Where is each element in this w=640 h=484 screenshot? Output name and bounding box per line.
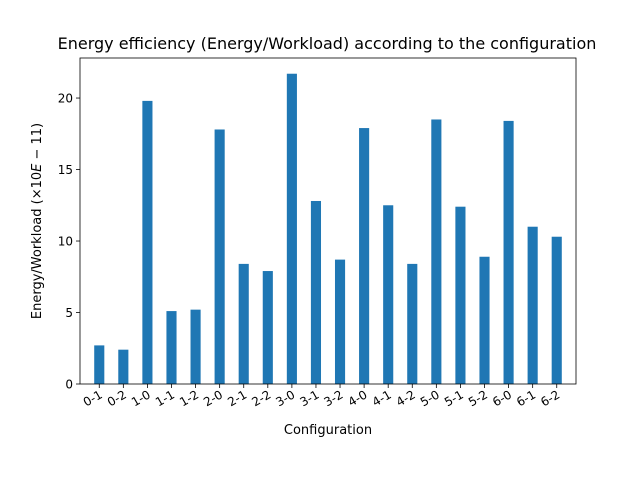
x-tick-label: 4-0 bbox=[346, 387, 370, 409]
x-axis-ticks: 0-1 0-2 1-0 1-1 1-2 2-0 2-1 2-2 3-0 3-1 3-2 4-0 4-1 4… bbox=[81, 384, 562, 409]
x-tick-label: 3-1 bbox=[297, 387, 321, 409]
bar-4-2 bbox=[407, 263, 418, 384]
y-axis-ticks: 0 5 10 15 20 bbox=[58, 92, 80, 392]
x-tick-label: 6-2 bbox=[538, 387, 562, 409]
x-tick-label: 4-1 bbox=[370, 387, 394, 409]
bar-0-1 bbox=[94, 345, 105, 384]
x-tick-label: 3-2 bbox=[322, 387, 346, 409]
x-axis-label: Configuration bbox=[284, 423, 372, 438]
x-tick-label: 0-2 bbox=[105, 387, 129, 409]
x-tick-label: 2-0 bbox=[201, 387, 225, 409]
y-axis-label-tail: − 11) bbox=[30, 123, 45, 164]
x-tick-label: 0-1 bbox=[81, 387, 105, 409]
x-tick-label: 1-2 bbox=[177, 387, 201, 409]
plot-frame bbox=[79, 57, 577, 385]
bar-1-0 bbox=[142, 100, 153, 384]
bar-2-1 bbox=[238, 263, 249, 384]
x-tick-label: 5-0 bbox=[418, 387, 442, 409]
y-tick-label: 5 bbox=[65, 306, 73, 320]
bar-1-1 bbox=[166, 311, 177, 384]
bar-3-1 bbox=[310, 200, 322, 384]
bar-6-0 bbox=[503, 120, 514, 384]
bar-4-1 bbox=[383, 205, 394, 384]
x-tick-label: 2-1 bbox=[225, 387, 249, 409]
bar-6-1 bbox=[527, 226, 538, 384]
bar-5-1 bbox=[455, 206, 466, 384]
y-tick-label: 0 bbox=[65, 378, 73, 392]
y-axis-label: Energy/Workload (×10E − 11) bbox=[30, 123, 45, 319]
x-tick-label: 6-1 bbox=[514, 387, 538, 409]
y-axis-label-main: Energy/Workload (×10 bbox=[30, 172, 45, 319]
bars-group bbox=[94, 73, 562, 384]
x-tick-label: 3-0 bbox=[273, 387, 297, 409]
x-tick-label: 1-1 bbox=[153, 387, 177, 409]
x-tick-label: 6-0 bbox=[490, 387, 514, 409]
bar-2-2 bbox=[262, 271, 273, 384]
x-tick-label: 5-2 bbox=[466, 387, 490, 409]
bar-4-0 bbox=[359, 128, 370, 384]
bar-3-2 bbox=[334, 259, 346, 384]
x-tick-label: 5-1 bbox=[442, 387, 466, 409]
y-axis-label-math: E bbox=[30, 163, 45, 172]
x-tick-label: 2-2 bbox=[249, 387, 273, 409]
bar-6-2 bbox=[551, 236, 562, 384]
bar-5-0 bbox=[431, 119, 442, 384]
bar-3-0 bbox=[286, 73, 297, 384]
y-tick-label: 20 bbox=[58, 92, 73, 106]
y-tick-label: 10 bbox=[58, 235, 73, 249]
bar-0-2 bbox=[118, 349, 129, 384]
bar-5-2 bbox=[479, 256, 490, 384]
x-tick-label: 1-0 bbox=[129, 387, 153, 409]
chart-title: Energy efficiency (Energy/Workload) acco… bbox=[58, 34, 597, 53]
bar-2-0 bbox=[214, 129, 225, 384]
bar-1-2 bbox=[190, 309, 201, 384]
y-tick-label: 15 bbox=[58, 163, 73, 177]
x-tick-label: 4-2 bbox=[394, 387, 418, 409]
